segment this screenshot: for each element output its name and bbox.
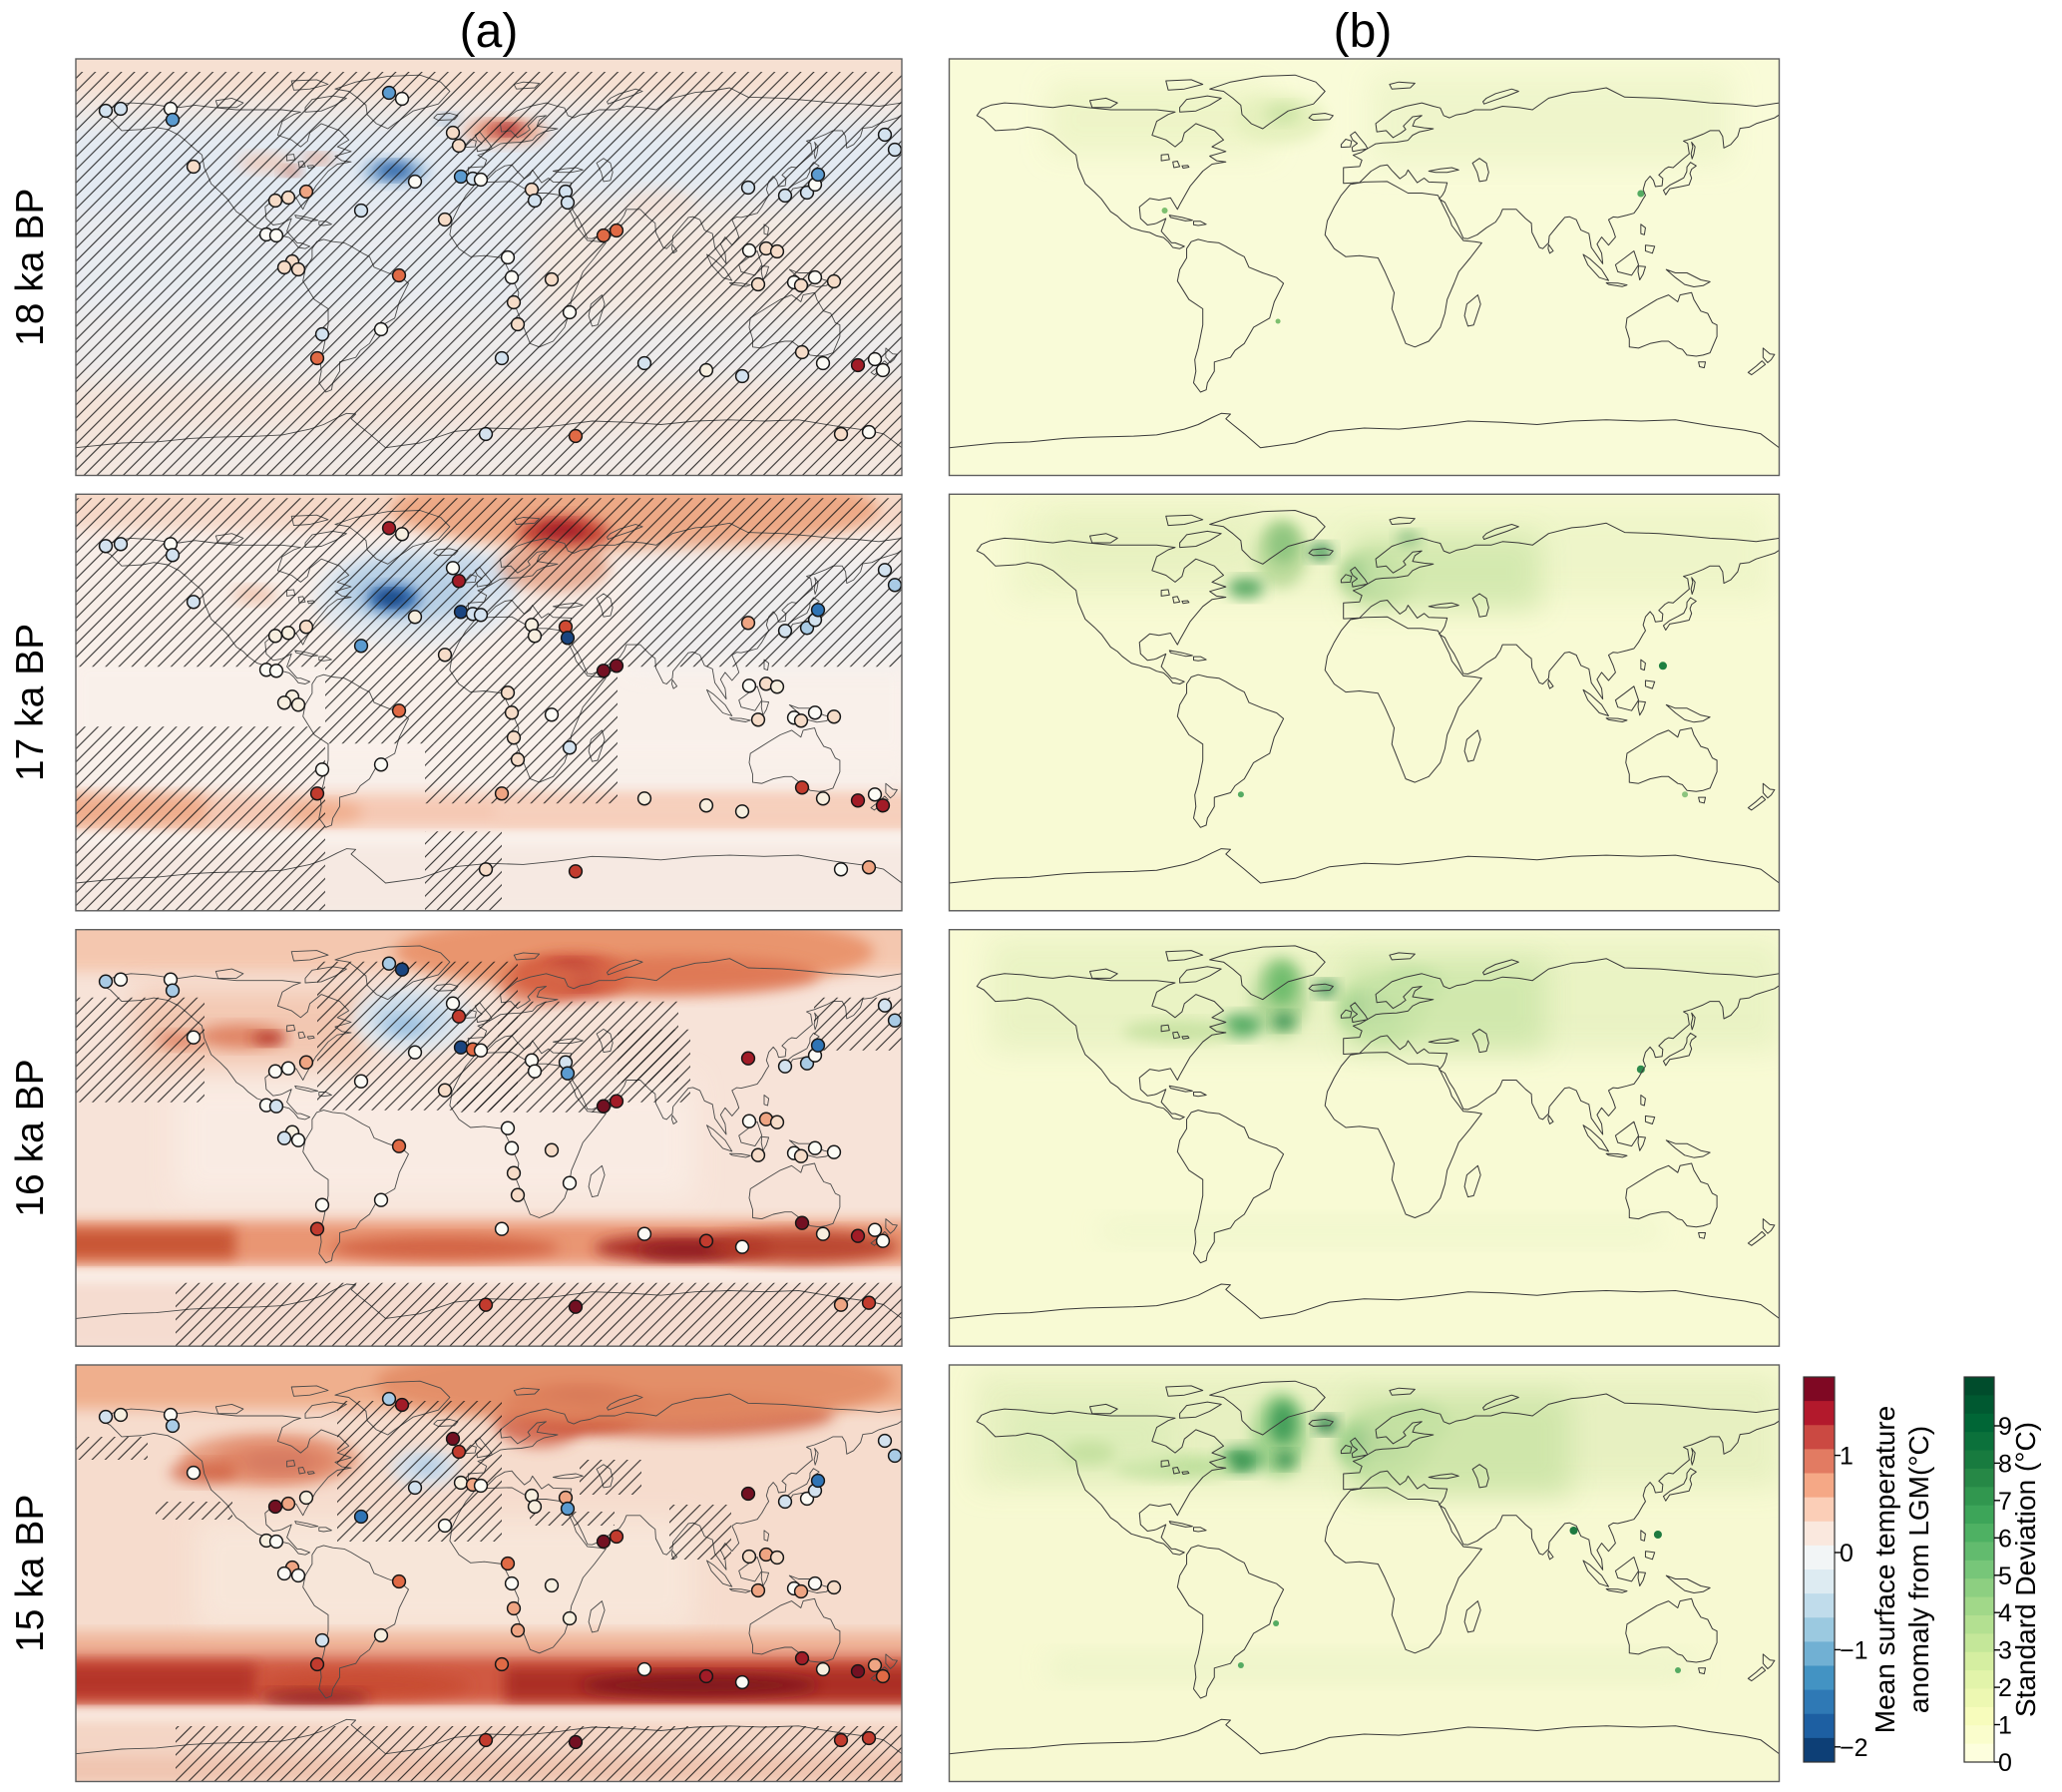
svg-text:7: 7: [1998, 1488, 2012, 1516]
svg-text:(b): (b): [1334, 5, 1393, 58]
svg-text:15 ka BP: 15 ka BP: [9, 1495, 52, 1652]
svg-text:2: 2: [1998, 1674, 2012, 1702]
svg-text:0: 0: [1840, 1540, 1854, 1568]
svg-text:8: 8: [1998, 1450, 2012, 1478]
svg-text:6: 6: [1998, 1525, 2012, 1553]
svg-text:Standard Deviation (°C): Standard Deviation (°C): [2010, 1422, 2041, 1717]
svg-text:3: 3: [1998, 1637, 2012, 1665]
svg-text:9: 9: [1998, 1413, 2012, 1441]
svg-text:1: 1: [1840, 1443, 1854, 1471]
svg-text:anomaly from LGM(°C): anomaly from LGM(°C): [1903, 1426, 1934, 1713]
svg-text:5: 5: [1998, 1563, 2012, 1590]
svg-text:18 ka BP: 18 ka BP: [9, 189, 52, 346]
svg-text:−2: −2: [1840, 1734, 1868, 1762]
svg-text:4: 4: [1998, 1599, 2012, 1627]
svg-text:0: 0: [1998, 1749, 2012, 1777]
svg-text:16 ka BP: 16 ka BP: [9, 1059, 52, 1216]
svg-text:(a): (a): [460, 5, 519, 58]
svg-text:−1: −1: [1840, 1636, 1868, 1664]
svg-text:1: 1: [1998, 1712, 2012, 1740]
svg-text:Mean surface temperature: Mean surface temperature: [1869, 1406, 1900, 1733]
svg-text:17 ka BP: 17 ka BP: [9, 624, 52, 781]
